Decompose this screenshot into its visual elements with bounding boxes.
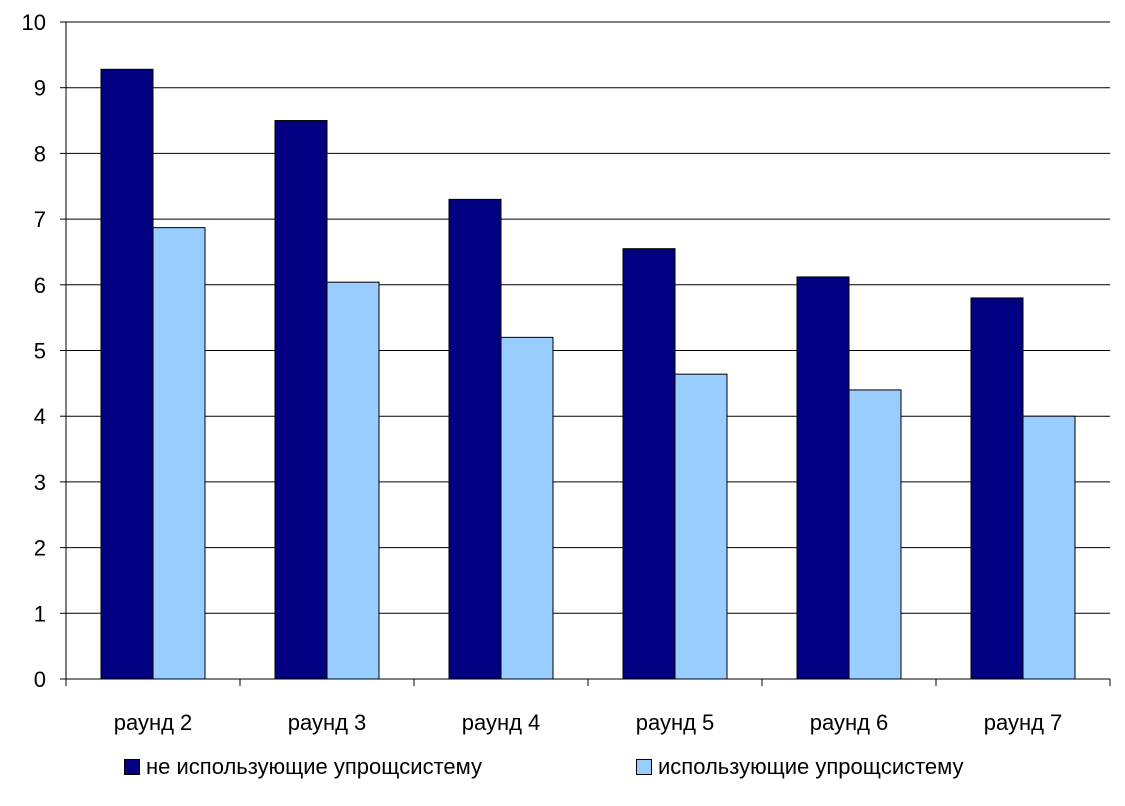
bar-series-2 — [848, 389, 902, 680]
y-tick-label: 10 — [22, 10, 46, 35]
legend-item-series-1: не использующие упрощсистему — [124, 754, 482, 780]
bar-series-2 — [326, 281, 380, 680]
x-tick-label: раунд 6 — [810, 710, 889, 735]
y-tick-label: 6 — [34, 273, 46, 298]
bar-series-2 — [1022, 415, 1076, 680]
y-tick-label: 7 — [34, 207, 46, 232]
legend-label-series-1: не использующие упрощсистему — [146, 754, 483, 779]
x-tick-label: раунд 4 — [462, 710, 541, 735]
y-tick-label: 1 — [34, 601, 46, 626]
y-tick-label: 2 — [34, 536, 46, 561]
bar-series-1 — [100, 68, 154, 680]
y-tick-label: 5 — [34, 339, 46, 364]
legend-item-series-2: использующие упрощсистему — [636, 754, 964, 780]
bar-series-2 — [674, 373, 728, 680]
x-tick-label: раунд 2 — [114, 710, 193, 735]
y-tick-label: 0 — [34, 667, 46, 692]
legend-label-series-2: использующие упрощсистему — [658, 754, 964, 779]
bar-series-2 — [500, 336, 554, 680]
x-tick-label: раунд 3 — [288, 710, 367, 735]
bar-series-1 — [274, 120, 328, 680]
legend-swatch-series-1 — [124, 759, 140, 775]
bar-series-1 — [622, 248, 676, 680]
bar-series-1 — [970, 297, 1024, 680]
legend-swatch-series-2 — [636, 759, 652, 775]
y-tick-label: 3 — [34, 470, 46, 495]
bar-series-1 — [796, 276, 850, 680]
y-tick-label: 8 — [34, 141, 46, 166]
bar-series-1 — [448, 198, 502, 680]
x-tick-label: раунд 7 — [984, 710, 1063, 735]
x-tick-label: раунд 5 — [636, 710, 715, 735]
bar-series-2 — [152, 227, 206, 680]
y-tick-label: 9 — [34, 76, 46, 101]
legend: не использующие упрощсистему использующи… — [0, 754, 1125, 794]
y-tick-label: 4 — [34, 404, 46, 429]
